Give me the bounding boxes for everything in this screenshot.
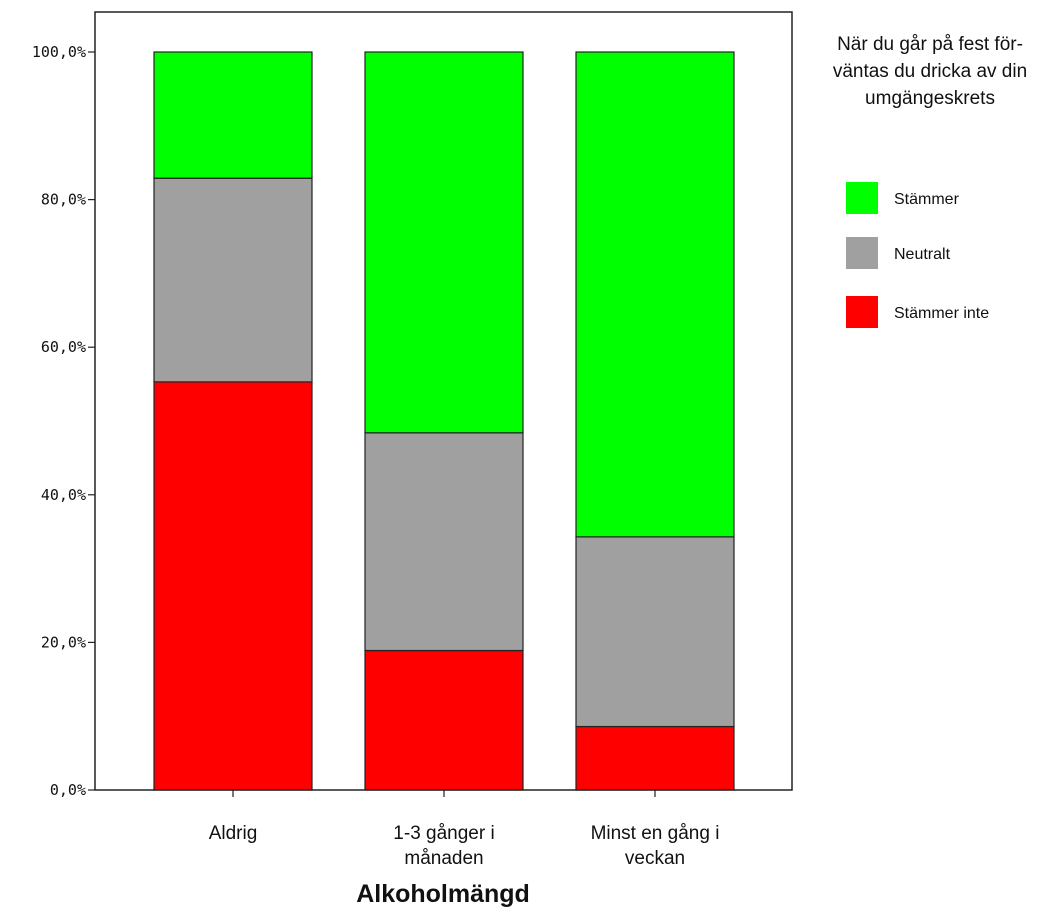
x-axis-title: Alkoholmängd [356,880,530,908]
legend-title: När du går på fest för-väntas du dricka … [833,34,1027,109]
bar-segment [153,381,313,791]
bar-segment [153,177,313,383]
x-category-label: 1-3 gånger i månaden [393,823,494,869]
bars-group [153,51,735,791]
y-tick-label: 0,0% [50,781,86,799]
y-tick-label: 60,0% [41,338,86,356]
bar-segment [364,649,524,791]
legend-swatch [846,182,878,214]
legend: När du går på fest för-väntas du dricka … [833,34,1027,328]
legend-label: Stämmer inte [894,305,989,322]
bar-segment [575,725,735,791]
y-tick-label: 80,0% [41,191,86,209]
x-category-label: Aldrig [209,823,258,844]
bar-segment [364,51,524,434]
bar-segment [575,536,735,728]
bar-segment [575,51,735,538]
legend-label: Neutralt [894,246,951,263]
y-tick-label: 100,0% [32,43,86,61]
y-axis: 0,0% 20,0% 40,0% 60,0% 80,0% 100,0% [32,43,95,799]
x-axis: Aldrig 1-3 gånger i månaden Minst en gång i… [209,790,720,869]
y-tick-label: 20,0% [41,633,86,651]
bar-segment [364,432,524,652]
y-tick-label: 40,0% [41,486,86,504]
legend-swatch [846,237,878,269]
x-category-label: Minst en gång i veckan [591,823,720,869]
bar-segment [153,51,313,179]
legend-label: Stämmer [894,191,960,208]
legend-swatch [846,296,878,328]
